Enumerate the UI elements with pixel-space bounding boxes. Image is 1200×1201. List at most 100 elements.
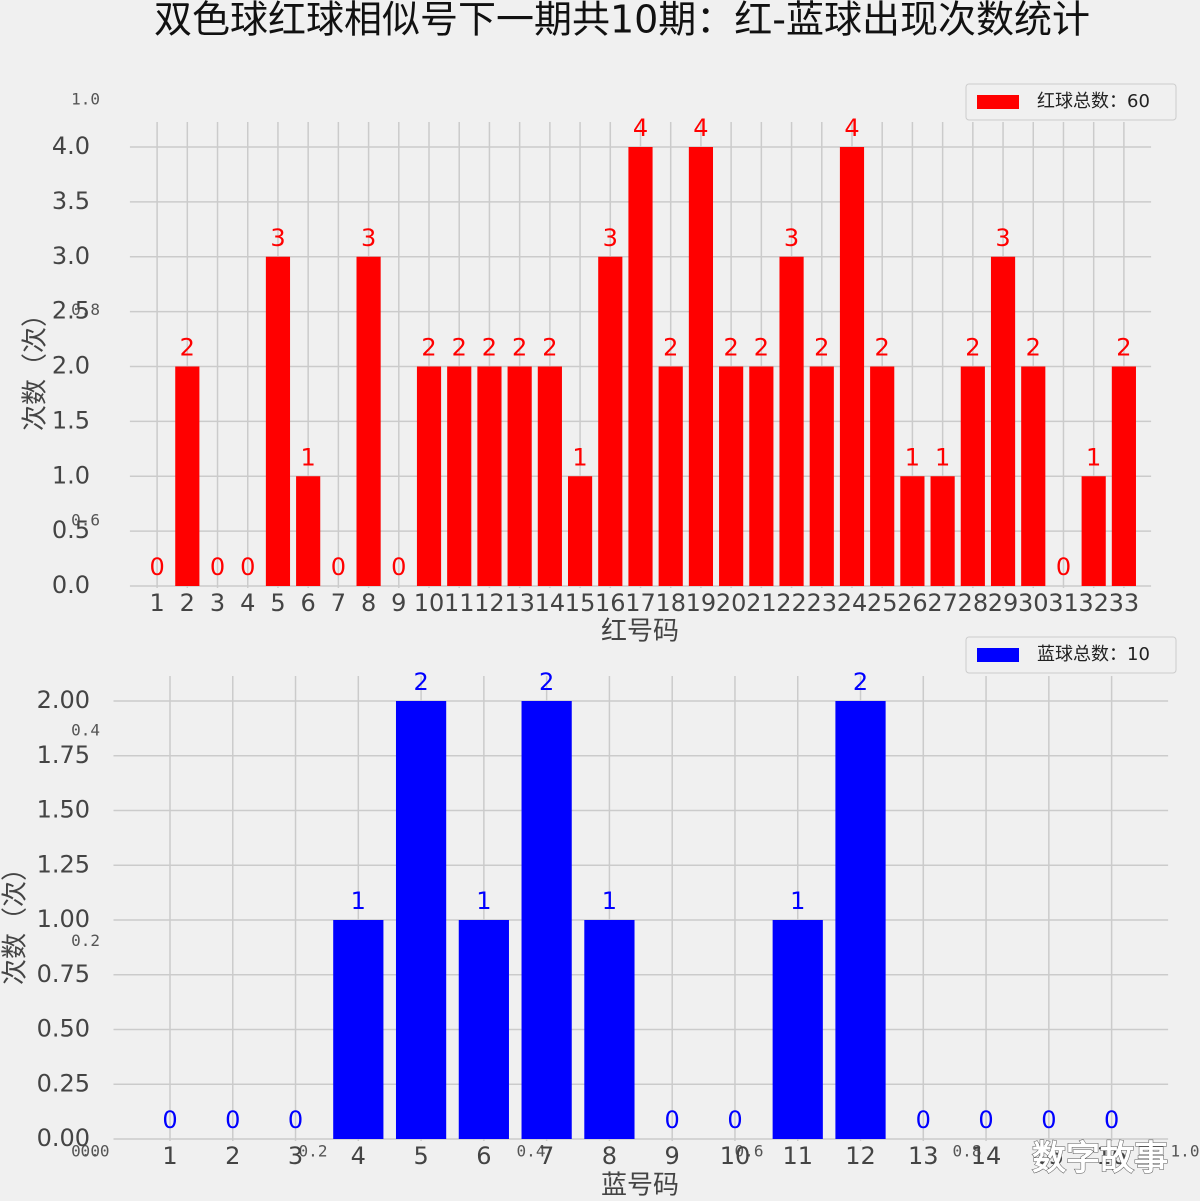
bg-y-tick-label: 0.6 (71, 510, 100, 529)
legend-label: 红球总数：60 (1037, 91, 1150, 112)
bg-x-tick-label: 0.0 (81, 1142, 110, 1161)
x-tick-label: 3 (288, 1142, 303, 1170)
x-tick-label: 13 (504, 589, 535, 617)
value-label: 3 (603, 224, 618, 252)
value-label: 2 (965, 334, 980, 362)
bg-y-tick-label: 0.8 (71, 300, 100, 319)
y-tick-label: 0.00 (37, 1124, 90, 1152)
x-tick-label: 17 (625, 589, 656, 617)
value-label: 3 (784, 224, 799, 252)
y-tick-label: 4.0 (52, 132, 90, 160)
bar (772, 920, 823, 1139)
bg-y-tick-label: 1.0 (71, 90, 100, 109)
y-tick-label: 0.5 (52, 516, 90, 544)
x-tick-label: 9 (391, 589, 406, 617)
x-tick-label: 1 (149, 589, 164, 617)
legend-swatch (977, 648, 1019, 662)
value-label: 1 (476, 887, 491, 915)
value-label: 2 (421, 334, 436, 362)
value-label: 2 (539, 668, 554, 696)
value-label: 3 (361, 224, 376, 252)
bar (458, 920, 509, 1139)
x-axis-label: 蓝号码 (601, 1171, 679, 1201)
value-label: 0 (1041, 1106, 1056, 1134)
value-label: 0 (978, 1106, 993, 1134)
value-label: 1 (905, 443, 920, 471)
value-label: 2 (1116, 334, 1131, 362)
x-tick-label: 11 (444, 589, 475, 617)
bar (960, 366, 985, 586)
x-tick-label: 3 (210, 589, 225, 617)
value-label: 4 (633, 114, 648, 142)
value-label: 4 (844, 114, 859, 142)
legend-box (965, 83, 1177, 121)
bar (719, 366, 744, 586)
value-label: 1 (351, 887, 366, 915)
bar (1021, 366, 1046, 586)
y-tick-label: 1.50 (37, 796, 90, 824)
value-label: 2 (663, 334, 678, 362)
x-tick-label: 13 (908, 1142, 939, 1170)
value-label: 2 (875, 334, 890, 362)
bar (395, 701, 447, 1139)
x-tick-label: 6 (301, 589, 316, 617)
x-tick-label: 4 (240, 589, 255, 617)
bar (537, 366, 562, 586)
value-label: 1 (572, 443, 587, 471)
x-tick-label: 32 (1078, 589, 1109, 617)
value-label: 4 (693, 114, 708, 142)
x-tick-label: 24 (837, 589, 868, 617)
bar (749, 366, 774, 586)
bg-y-tick-label: 0.4 (71, 721, 100, 740)
value-label: 1 (602, 887, 617, 915)
bar (447, 366, 472, 586)
bar (356, 256, 381, 586)
chart-title: 双色球红球相似号下一期共10期：红-蓝球出现次数统计 (154, 0, 1090, 42)
legend-label: 蓝球总数：10 (1037, 644, 1150, 665)
x-tick-label: 27 (927, 589, 958, 617)
bar (567, 476, 593, 586)
x-tick-label: 21 (746, 589, 777, 617)
x-tick-label: 6 (476, 1142, 491, 1170)
bg-x-tick-label: 0.2 (299, 1142, 328, 1161)
bar (598, 256, 623, 586)
x-tick-label: 10 (720, 1142, 751, 1170)
y-tick-label: 3.5 (52, 187, 90, 215)
x-tick-label: 15 (1034, 1142, 1065, 1170)
value-label: 0 (727, 1106, 742, 1134)
value-label: 0 (162, 1106, 177, 1134)
x-tick-label: 18 (655, 589, 686, 617)
value-label: 2 (413, 668, 428, 696)
x-tick-label: 30 (1018, 589, 1049, 617)
x-tick-label: 2 (225, 1142, 240, 1170)
y-axis-label: 次数（次） (1, 855, 31, 985)
value-label: 2 (542, 334, 557, 362)
bg-y-tick-label: 0.2 (71, 931, 100, 950)
bar (296, 476, 321, 586)
bar (416, 366, 442, 586)
x-tick-label: 10 (414, 589, 445, 617)
value-label: 2 (723, 334, 738, 362)
bar (930, 476, 955, 586)
value-label: 0 (149, 553, 164, 581)
y-tick-label: 1.75 (37, 741, 90, 769)
bg-x-tick-label: 0.6 (735, 1142, 764, 1161)
bar (658, 366, 683, 586)
x-tick-label: 22 (776, 589, 807, 617)
y-tick-label: 2.00 (37, 686, 90, 714)
y-tick-label: 2.0 (52, 352, 90, 380)
x-tick-label: 23 (806, 589, 837, 617)
y-tick-label: 0.50 (37, 1015, 90, 1043)
x-tick-label: 28 (958, 589, 989, 617)
bar (990, 256, 1016, 586)
bg-x-tick-label: 0.4 (517, 1142, 546, 1161)
value-label: 2 (1026, 334, 1041, 362)
x-tick-label: 11 (782, 1142, 813, 1170)
bar (1081, 476, 1106, 586)
bar (900, 476, 925, 586)
x-tick-label: 7 (331, 589, 346, 617)
value-label: 0 (665, 1106, 680, 1134)
legend-box (965, 636, 1177, 674)
bar (507, 366, 532, 586)
